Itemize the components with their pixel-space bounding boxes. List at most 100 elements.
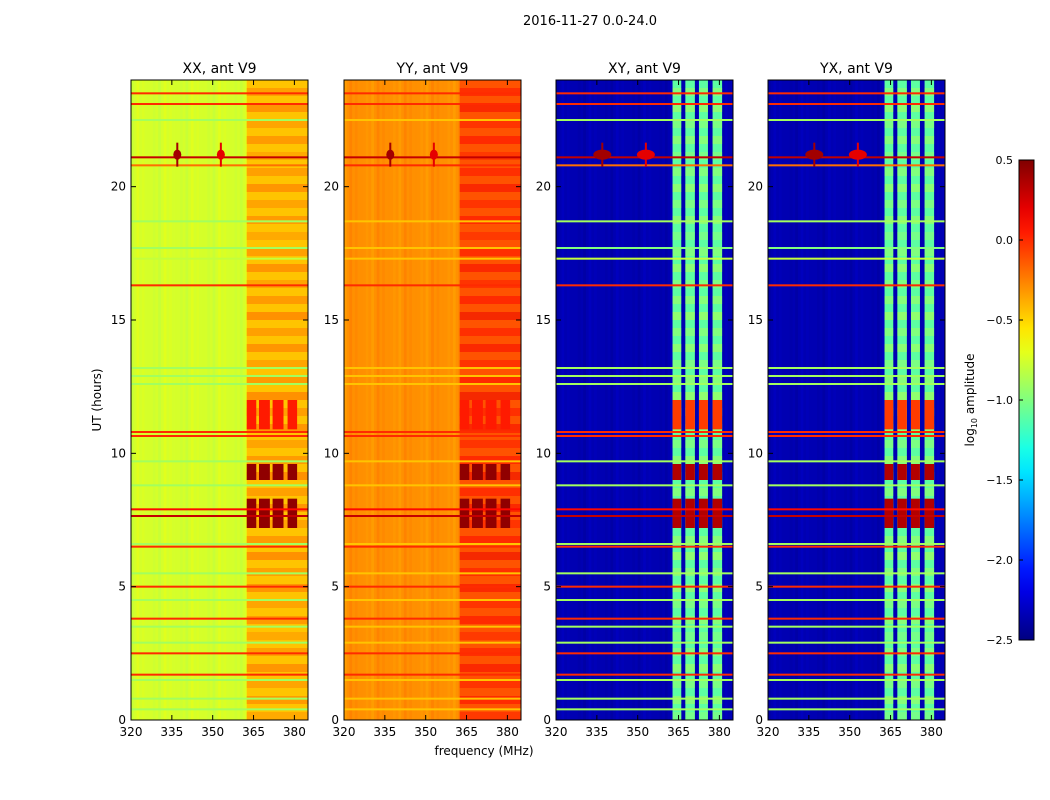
heatmap-band-texture — [685, 200, 695, 208]
rfi-line — [556, 585, 733, 588]
point-source-spike — [176, 142, 179, 167]
rfi-line — [131, 515, 308, 517]
heatmap-burst — [459, 498, 470, 528]
heatmap-band-texture — [698, 328, 708, 336]
heatmap-band-texture — [884, 168, 894, 176]
heatmap-band-texture — [910, 200, 920, 208]
heatmap-channel — [866, 80, 869, 720]
rfi-line — [768, 284, 945, 287]
heatmap-band-texture — [246, 312, 308, 320]
colorbar-tick-label: −2.5 — [986, 634, 1013, 647]
figure-title: 2016-11-27 0.0-24.0 — [523, 14, 657, 29]
heatmap-band-texture — [459, 184, 521, 192]
y-tick-label: 0 — [543, 713, 551, 727]
heatmap-band-texture — [712, 152, 723, 160]
heatmap-band-texture — [924, 376, 935, 384]
heatmap-channel — [141, 80, 145, 720]
heatmap-band-texture — [897, 344, 907, 352]
heatmap-band-texture — [884, 152, 894, 160]
heatmap-band-texture — [459, 232, 521, 240]
heatmap-band-texture — [712, 120, 723, 128]
rfi-line — [768, 92, 945, 95]
heatmap-burst — [485, 464, 497, 480]
rfi-line — [768, 484, 945, 487]
heatmap-band-texture — [698, 248, 708, 256]
heatmap-channel — [800, 80, 804, 720]
heatmap-band-texture — [246, 680, 308, 688]
heatmap-burst — [924, 464, 935, 480]
heatmap-band-texture — [884, 456, 894, 464]
panel-frame — [130, 79, 309, 721]
heatmap-band-texture — [712, 344, 723, 352]
heatmap-band-texture — [910, 232, 920, 240]
heatmap-band-texture — [897, 104, 907, 112]
heatmap-band-texture — [924, 104, 935, 112]
rfi-line — [556, 284, 733, 287]
heatmap-band-texture — [246, 296, 308, 304]
rfi-line — [131, 572, 308, 575]
x-axis-label: frequency (MHz) — [434, 744, 533, 758]
heatmap-burst — [287, 498, 298, 528]
heatmap-cells — [344, 80, 521, 720]
heatmap-band-texture — [712, 680, 723, 688]
heatmap-channel — [136, 80, 140, 720]
heatmap-band-texture — [712, 392, 723, 400]
heatmap-band-texture — [685, 136, 695, 144]
heatmap-channel — [376, 80, 380, 720]
heatmap-band-texture — [924, 360, 935, 368]
heatmap-band-texture — [459, 664, 521, 672]
heatmap-band-texture — [698, 696, 708, 704]
heatmap-band-texture — [685, 152, 695, 160]
heatmap-band-texture — [672, 120, 682, 128]
heatmap-channel — [659, 80, 663, 720]
rfi-line — [556, 220, 733, 223]
heatmap-band-texture — [910, 152, 920, 160]
heatmap-band-texture — [672, 568, 682, 576]
heatmap-band-texture — [910, 120, 920, 128]
heatmap-band-texture — [712, 312, 723, 320]
heatmap-band-texture — [246, 552, 308, 560]
heatmap-band-texture — [897, 264, 907, 272]
heatmap-band-texture — [685, 568, 695, 576]
heatmap-band-texture — [884, 568, 894, 576]
heatmap-band-texture — [712, 600, 723, 608]
heatmap-burst — [910, 464, 920, 480]
rfi-line — [131, 545, 308, 548]
rfi-line — [556, 673, 733, 676]
heatmap-band-texture — [897, 88, 907, 96]
rfi-line — [131, 460, 308, 463]
heatmap-channel — [795, 80, 798, 720]
heatmap-band-texture — [924, 280, 935, 288]
point-source-spike — [813, 142, 816, 167]
heatmap-band-texture — [897, 200, 907, 208]
heatmap-burst — [897, 498, 907, 528]
heatmap-band-texture — [698, 264, 708, 272]
heatmap-band-texture — [698, 648, 708, 656]
heatmap-band-texture — [910, 104, 920, 112]
heatmap-band-texture — [685, 552, 695, 560]
rfi-line — [131, 220, 308, 223]
heatmap-band-texture — [672, 632, 682, 640]
heatmap-burst — [246, 498, 257, 528]
heatmap-band-texture — [685, 696, 695, 704]
heatmap-channel — [169, 80, 172, 720]
rfi-line — [344, 572, 521, 575]
heatmap-band-texture — [685, 168, 695, 176]
heatmap-band-texture — [672, 648, 682, 656]
heatmap-band-texture — [672, 552, 682, 560]
rfi-line — [344, 367, 521, 369]
heatmap-band-texture — [459, 200, 521, 208]
heatmap-band-texture — [672, 360, 682, 368]
heatmap-channel — [436, 80, 440, 720]
heatmap-band-texture — [897, 360, 907, 368]
rfi-line — [556, 484, 733, 487]
rfi-line — [556, 375, 733, 377]
heatmap-band-texture — [698, 568, 708, 576]
heatmap-band-texture — [884, 584, 894, 592]
heatmap-channel — [365, 80, 369, 720]
y-tick-label: 10 — [111, 446, 126, 460]
heatmap-panel: YX, ant V9 320 335 350 365 380 0 5 10 15 20 — [748, 61, 946, 739]
heatmap-band-texture — [884, 264, 894, 272]
x-tick-label: 335 — [373, 725, 396, 739]
heatmap-band-texture — [712, 664, 723, 672]
